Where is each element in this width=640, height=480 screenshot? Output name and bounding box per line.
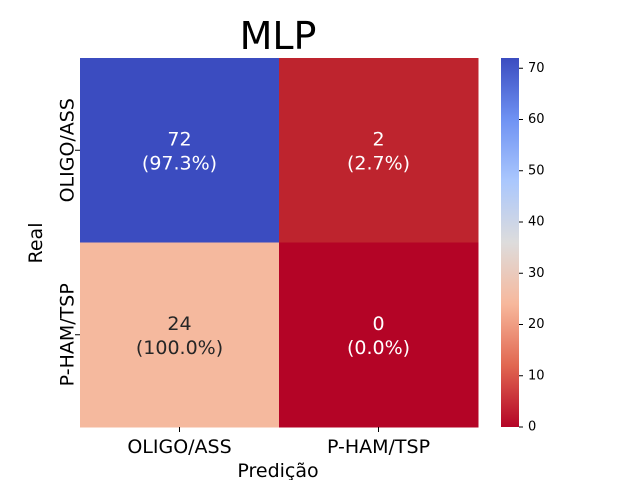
colorbar-tick-label: 10	[528, 368, 545, 383]
x-axis-ticks: OLIGO/ASS P-HAM/TSP	[127, 427, 430, 458]
x-tick-label: P-HAM/TSP	[327, 436, 430, 458]
cell-count-label: 2	[372, 128, 384, 150]
x-axis-label: Predição	[237, 460, 318, 480]
heatmap-cells	[80, 58, 479, 428]
colorbar-tick-label: 20	[528, 317, 545, 332]
colorbar-tick-label: 70	[528, 61, 545, 76]
cell-count-label: 72	[167, 128, 191, 150]
y-tick-label: P-HAM/TSP	[57, 283, 79, 386]
heatmap-cell-0-1	[279, 58, 479, 243]
y-axis-label: Real	[25, 223, 47, 264]
cell-count-label: 0	[372, 313, 384, 335]
colorbar-tick-label: 60	[528, 112, 545, 127]
colorbar-tick-label: 0	[528, 420, 536, 435]
y-axis-ticks: OLIGO/ASS P-HAM/TSP	[57, 98, 80, 386]
cell-percent-label: (100.0%)	[136, 337, 223, 359]
heatmap-cell-1-0	[80, 242, 280, 428]
heatmap-cell-0-0	[80, 58, 280, 243]
colorbar-tick-label: 50	[528, 163, 545, 178]
colorbar-ticks: 0 10 20 30 40 50 60 70	[519, 61, 545, 435]
cell-percent-label: (2.7%)	[347, 152, 410, 174]
colorbar-tick-label: 40	[528, 215, 545, 230]
y-tick-label: OLIGO/ASS	[57, 98, 79, 202]
heatmap-cell-labels: 72(97.3%) 2(2.7%) 24(100.0%) 0(0.0%)	[136, 128, 410, 359]
chart-title: MLP	[240, 14, 317, 58]
cell-count-label: 24	[167, 313, 191, 335]
cell-percent-label: (97.3%)	[142, 152, 217, 174]
colorbar	[501, 58, 519, 427]
heatmap-cell-1-1	[279, 242, 479, 428]
colorbar-tick-label: 30	[528, 266, 545, 281]
cell-percent-label: (0.0%)	[347, 337, 410, 359]
x-tick-label: OLIGO/ASS	[127, 436, 231, 458]
